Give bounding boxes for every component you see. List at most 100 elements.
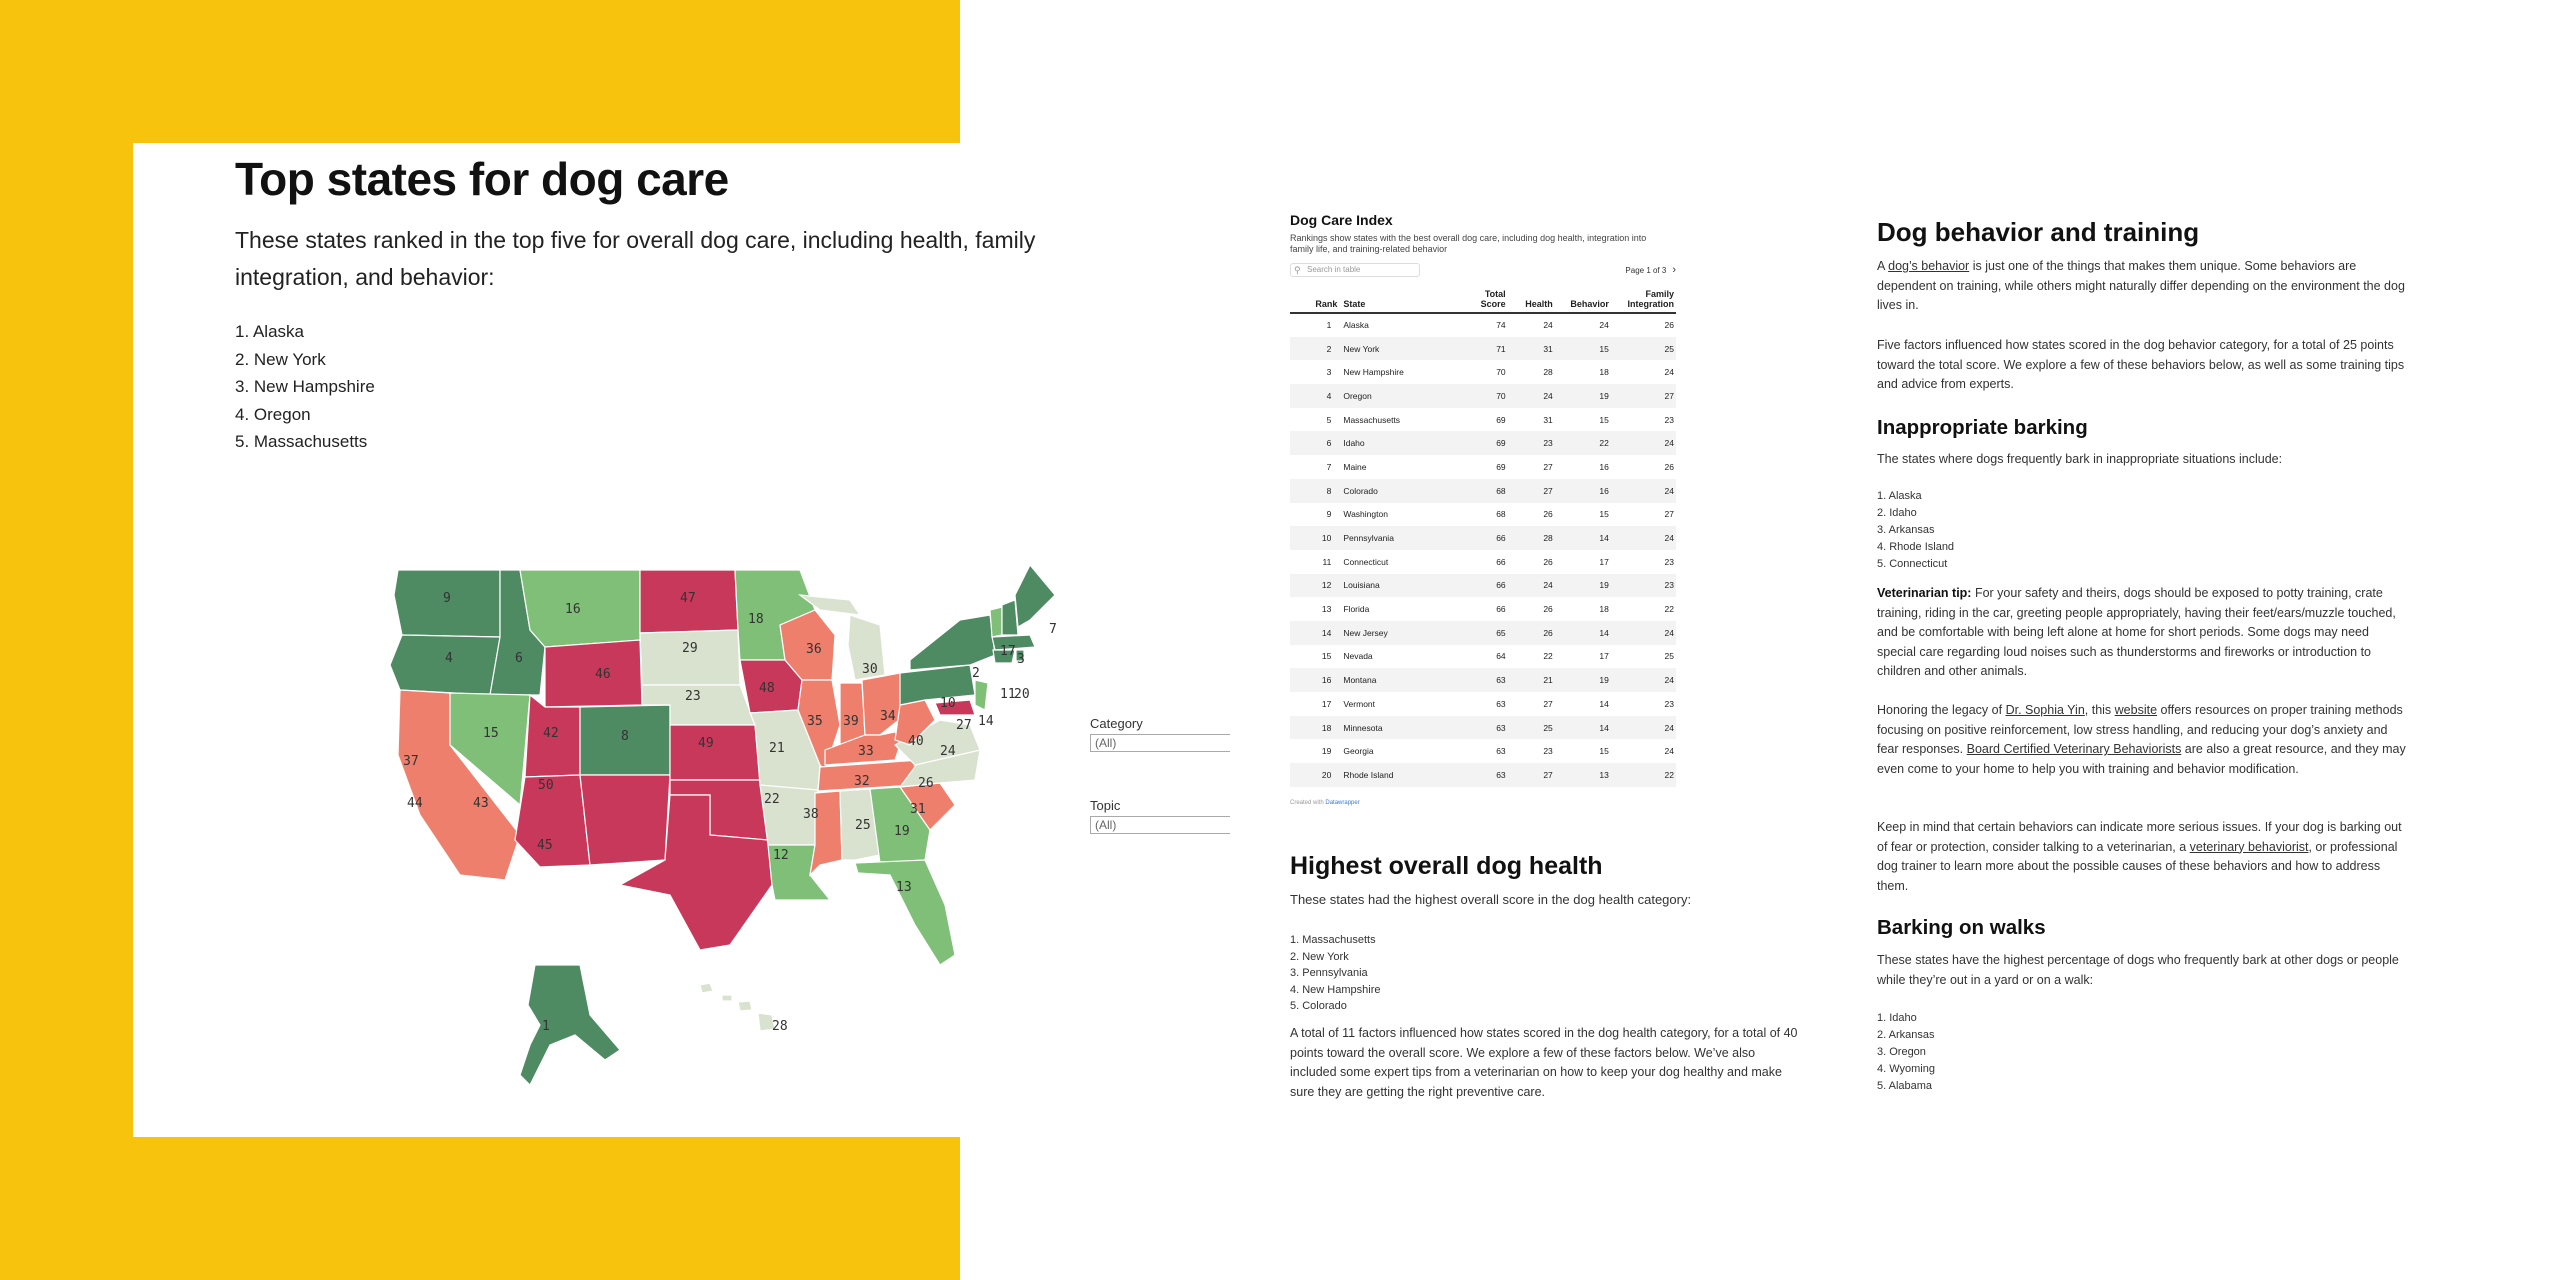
table-cell: Idaho [1339,431,1463,456]
dr-sophia-yin-link[interactable]: Dr. Sophia Yin [2005,703,2085,717]
state-florida[interactable] [854,859,956,966]
state-alaska[interactable] [519,964,621,1087]
state-mississippi[interactable] [809,790,843,877]
veterinary-behaviorist-link[interactable]: veterinary behaviorist [2189,839,2309,854]
column-header[interactable]: Rank [1290,287,1340,314]
column-header[interactable]: Total Score [1462,287,1508,314]
page-info: Page 1 of 3 [1625,265,1667,275]
state-hawaii[interactable] [699,982,776,1032]
table-cell: 14 [1554,620,1611,645]
table-cell: 23 [1664,556,1674,567]
table-cell: 24 [1610,431,1676,456]
us-choropleth-map[interactable]: 9 16 47 18 4 6 46 29 36 30 48 2 17 3 7 1… [380,555,1100,1115]
datawrapper-link[interactable]: Datawrapper [1325,799,1360,806]
table-cell: Pennsylvania [1339,526,1463,550]
state-connecticut[interactable] [992,649,1016,664]
table-cell: 26 [1543,556,1553,567]
map-label: 33 [858,744,874,759]
list-item: 2. New York [235,349,326,369]
state-arizona[interactable] [514,774,591,868]
map-label: 7 [1049,622,1057,637]
table-cell: 13 [1321,604,1332,615]
column-header[interactable]: State [1339,287,1463,314]
column-header[interactable]: Behavior [1554,287,1611,314]
health-intro: These states had the highest overall sco… [1290,892,1692,907]
table-cell: 24 [1507,384,1555,408]
topic-select[interactable]: (All) [1090,816,1230,834]
table-cell: 7 [1326,461,1332,472]
state-michigan-up[interactable] [797,594,862,616]
table-cell: 17 [1599,556,1609,567]
behavior-heading: Dog behavior and training [1877,217,2200,247]
inappropriate-barking-heading: Inappropriate barking [1877,416,2088,439]
state-south-dakota[interactable] [639,629,741,686]
state-new-jersey[interactable] [974,679,989,711]
website-link[interactable]: website [2114,703,2158,717]
map-filters: Category (All) Topic (All) [1090,716,1230,880]
table-search-input[interactable]: ⚲ Search in table [1290,263,1420,277]
map-label: 2 [972,666,980,681]
table-cell: 1 [1326,320,1332,331]
search-placeholder: Search in table [1307,265,1361,274]
list-item: 5. Massachusetts [235,432,368,451]
category-select[interactable]: (All) [1090,734,1230,752]
state-michigan[interactable] [847,614,886,681]
board-certified-link[interactable]: Board Certified Veterinary Behaviorists [1966,742,2182,756]
table-row: 2 New York 71 31 15 25 [1290,336,1676,361]
state-texas[interactable] [618,794,773,951]
table-toolbar: ⚲ Search in table Page 1 of 3 › [1290,263,1676,277]
table-cell: 74 [1496,320,1506,331]
table-cell: 63 [1462,763,1508,787]
map-label: 44 [407,796,423,811]
map-label: 48 [759,681,775,696]
table-cell: 21 [1507,668,1555,692]
map-label: 12 [773,848,789,863]
dogs-behavior-link[interactable]: dog’s behavior [1888,259,1970,273]
table-cell: 15 [1321,651,1332,662]
state-kansas[interactable] [669,724,761,781]
table-row: 1 Alaska 74 24 24 26 [1290,313,1676,337]
state-ohio[interactable] [861,672,906,736]
table-cell: 64 [1496,651,1506,662]
table-cell: 24 [1610,478,1676,503]
state-maine[interactable] [1014,563,1056,628]
state-new-york[interactable] [909,614,996,671]
table-row: 12 Louisiana 66 24 19 23 [1290,573,1676,598]
column-header[interactable]: Health [1507,287,1555,314]
table-row: 11 Connecticut 66 26 17 23 [1290,550,1676,574]
search-icon: ⚲ [1294,265,1301,275]
list-item: 5. Alabama [1877,1080,1933,1092]
state-georgia[interactable] [869,786,931,864]
table-cell: Connecticut [1343,556,1389,567]
pagination: Page 1 of 3 › [1625,264,1676,276]
state-massachusetts[interactable] [991,634,1036,651]
table-cell: 68 [1462,478,1508,503]
table-subtitle: Rankings show states with the best overa… [1290,233,1647,254]
table-cell: 16 [1290,668,1340,692]
table-cell: 25 [1610,336,1676,361]
table-cell: Rhode Island [1339,763,1463,787]
table-cell: 16 [1554,478,1611,503]
table-cell: 26 [1664,461,1674,472]
map-label: 18 [748,612,764,627]
state-vermont[interactable] [989,606,1003,638]
table-cell: 6 [1290,431,1340,456]
state-pennsylvania[interactable] [899,664,976,706]
state-wyoming[interactable] [544,639,643,708]
map-label: 37 [403,754,419,769]
state-new-hampshire[interactable] [1001,599,1019,636]
state-maryland[interactable] [934,699,976,716]
chevron-right-icon[interactable]: › [1672,264,1676,276]
column-header[interactable]: Family Integration [1610,287,1676,314]
state-new-mexico[interactable] [579,774,671,866]
state-rhode-island[interactable] [1015,649,1025,662]
health-heading: Highest overall dog health [1290,852,1603,880]
map-canvas[interactable]: 9 16 47 18 4 6 46 29 36 30 48 2 17 3 7 1… [380,555,1100,1115]
list-item: 2. Idaho [1877,507,1917,519]
map-label: 32 [854,774,870,789]
state-alabama[interactable] [839,788,881,861]
list-item: 3. New Hampshire [235,377,375,396]
state-virginia[interactable] [894,719,981,766]
map-label: 43 [473,796,489,811]
list-item: 5. Connecticut [1877,558,1948,570]
